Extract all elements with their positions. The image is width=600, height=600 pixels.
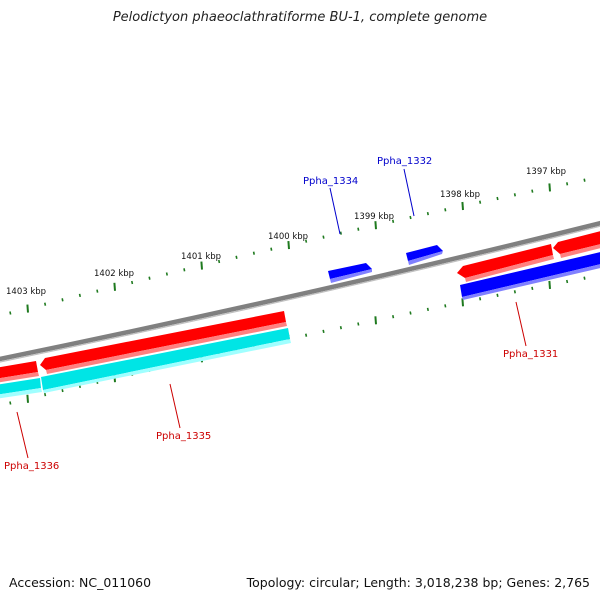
ruler-upper-minor-tick	[426, 211, 429, 216]
ruler-lower-minor-tick	[322, 329, 325, 334]
cds-ppha-1332[interactable]	[406, 245, 443, 265]
ruler-lower-minor-tick	[392, 315, 395, 319]
ruler-upper-minor-tick	[583, 178, 586, 182]
ruler-lower-minor-tick	[61, 388, 64, 393]
ruler-upper-major-tick	[461, 201, 464, 211]
ruler-upper-minor-tick	[44, 302, 47, 306]
ruler-lower-minor-tick	[357, 322, 360, 326]
gene-label-ppha-1334[interactable]: Ppha_1334	[303, 176, 358, 187]
gene-label-ppha-1331[interactable]: Ppha_1331	[503, 349, 558, 360]
ruler-label-1399: 1399 kbp	[354, 212, 394, 222]
ruler-labels: 1403 kbp 1402 kbp 1401 kbp 1400 kbp 1399…	[6, 167, 566, 297]
gene-label-ppha-1336[interactable]: Ppha_1336	[4, 461, 59, 472]
ruler-upper-minor-tick	[78, 293, 81, 298]
ruler-lower-minor-tick	[9, 401, 12, 405]
genome-title: Pelodictyon phaeoclathratiforme BU-1, co…	[112, 10, 488, 25]
ruler-lower-minor-tick	[513, 290, 516, 294]
ruler-lower-minor-tick	[44, 392, 47, 397]
ruler-lower-minor-tick	[531, 286, 534, 291]
ruler-lower-minor-tick	[566, 279, 569, 284]
ruler-upper-minor-tick	[252, 251, 255, 255]
ruler-label-1402: 1402 kbp	[94, 269, 134, 279]
ruler-lower-major-tick	[374, 316, 377, 325]
ruler-label-1398: 1398 kbp	[440, 190, 480, 200]
ruler-lower-minor-tick	[305, 333, 308, 337]
ruler-lower-minor-tick	[444, 304, 447, 308]
accession-text: Accession: NC_011060	[9, 575, 152, 590]
ruler-lower-minor-tick	[409, 311, 412, 315]
ruler-lower-minor-tick	[426, 307, 429, 312]
ruler-upper-minor-tick	[531, 189, 534, 193]
ruler-lower-major-tick	[461, 298, 464, 307]
ruler-lower-minor-tick	[479, 297, 482, 301]
gene-leader-lines	[16, 168, 527, 459]
ruler-upper-minor-tick	[496, 196, 499, 201]
ruler-lower-minor-tick	[496, 293, 499, 297]
ruler-upper-minor-tick	[479, 200, 482, 204]
ruler-lower-minor-tick	[583, 276, 586, 280]
ruler-upper-major-tick	[287, 241, 290, 250]
ruler-upper-minor-tick	[270, 247, 273, 251]
ruler-upper-major-tick	[200, 261, 203, 270]
ruler-upper-minor-tick	[322, 235, 325, 239]
cds-ppha-1331[interactable]	[457, 230, 600, 300]
genome-summary-text: Topology: circular; Length: 3,018,238 bp…	[246, 575, 590, 590]
ruler-upper-minor-tick	[165, 272, 168, 276]
cds-ppha-1334[interactable]	[328, 263, 372, 283]
ruler-label-1400: 1400 kbp	[268, 232, 308, 242]
cds-ppha-1335[interactable]	[40, 311, 291, 393]
ruler-upper-minor-tick	[444, 208, 447, 212]
ruler-upper-minor-tick	[513, 193, 516, 197]
ruler-upper-major-tick	[548, 183, 551, 192]
ruler-lower-major-tick	[548, 280, 551, 289]
ruler-upper-minor-tick	[357, 227, 360, 231]
genome-backbone	[0, 220, 600, 363]
ruler-lower-minor-tick	[339, 326, 342, 330]
gene-label-ppha-1332[interactable]: Ppha_1332	[377, 156, 432, 167]
ruler-upper-major-tick	[374, 221, 377, 230]
ruler-upper-major-tick	[113, 282, 116, 291]
ruler-lower-major-tick	[26, 394, 29, 403]
ruler-upper-minor-tick	[9, 311, 12, 315]
gene-label-ppha-1335[interactable]: Ppha_1335	[156, 431, 211, 442]
ruler-upper-minor-tick	[218, 259, 221, 264]
ruler-upper-minor-tick	[148, 276, 151, 280]
ruler-upper-minor-tick	[183, 268, 186, 272]
ruler-upper-minor-tick	[409, 215, 412, 220]
ruler-upper-minor-tick	[235, 255, 238, 259]
ruler-upper-minor-tick	[339, 231, 342, 235]
ruler-upper-minor-tick	[392, 219, 395, 223]
ruler-label-1397: 1397 kbp	[526, 167, 566, 177]
ruler-upper-minor-tick	[305, 239, 308, 243]
ruler-upper-minor-tick	[566, 182, 569, 186]
ruler-label-1401: 1401 kbp	[181, 252, 221, 262]
ruler-ticks	[9, 178, 586, 315]
gene-labels: Ppha_1336 Ppha_1335 Ppha_1334 Ppha_1332 …	[4, 156, 558, 472]
ruler-upper-minor-tick	[96, 289, 99, 293]
ruler-upper-major-tick	[26, 304, 29, 313]
ruler-label-1403: 1403 kbp	[6, 287, 46, 297]
cds-ppha-1336[interactable]	[0, 361, 42, 399]
ruler-upper-minor-tick	[131, 280, 134, 285]
ruler-upper-minor-tick	[61, 298, 64, 302]
